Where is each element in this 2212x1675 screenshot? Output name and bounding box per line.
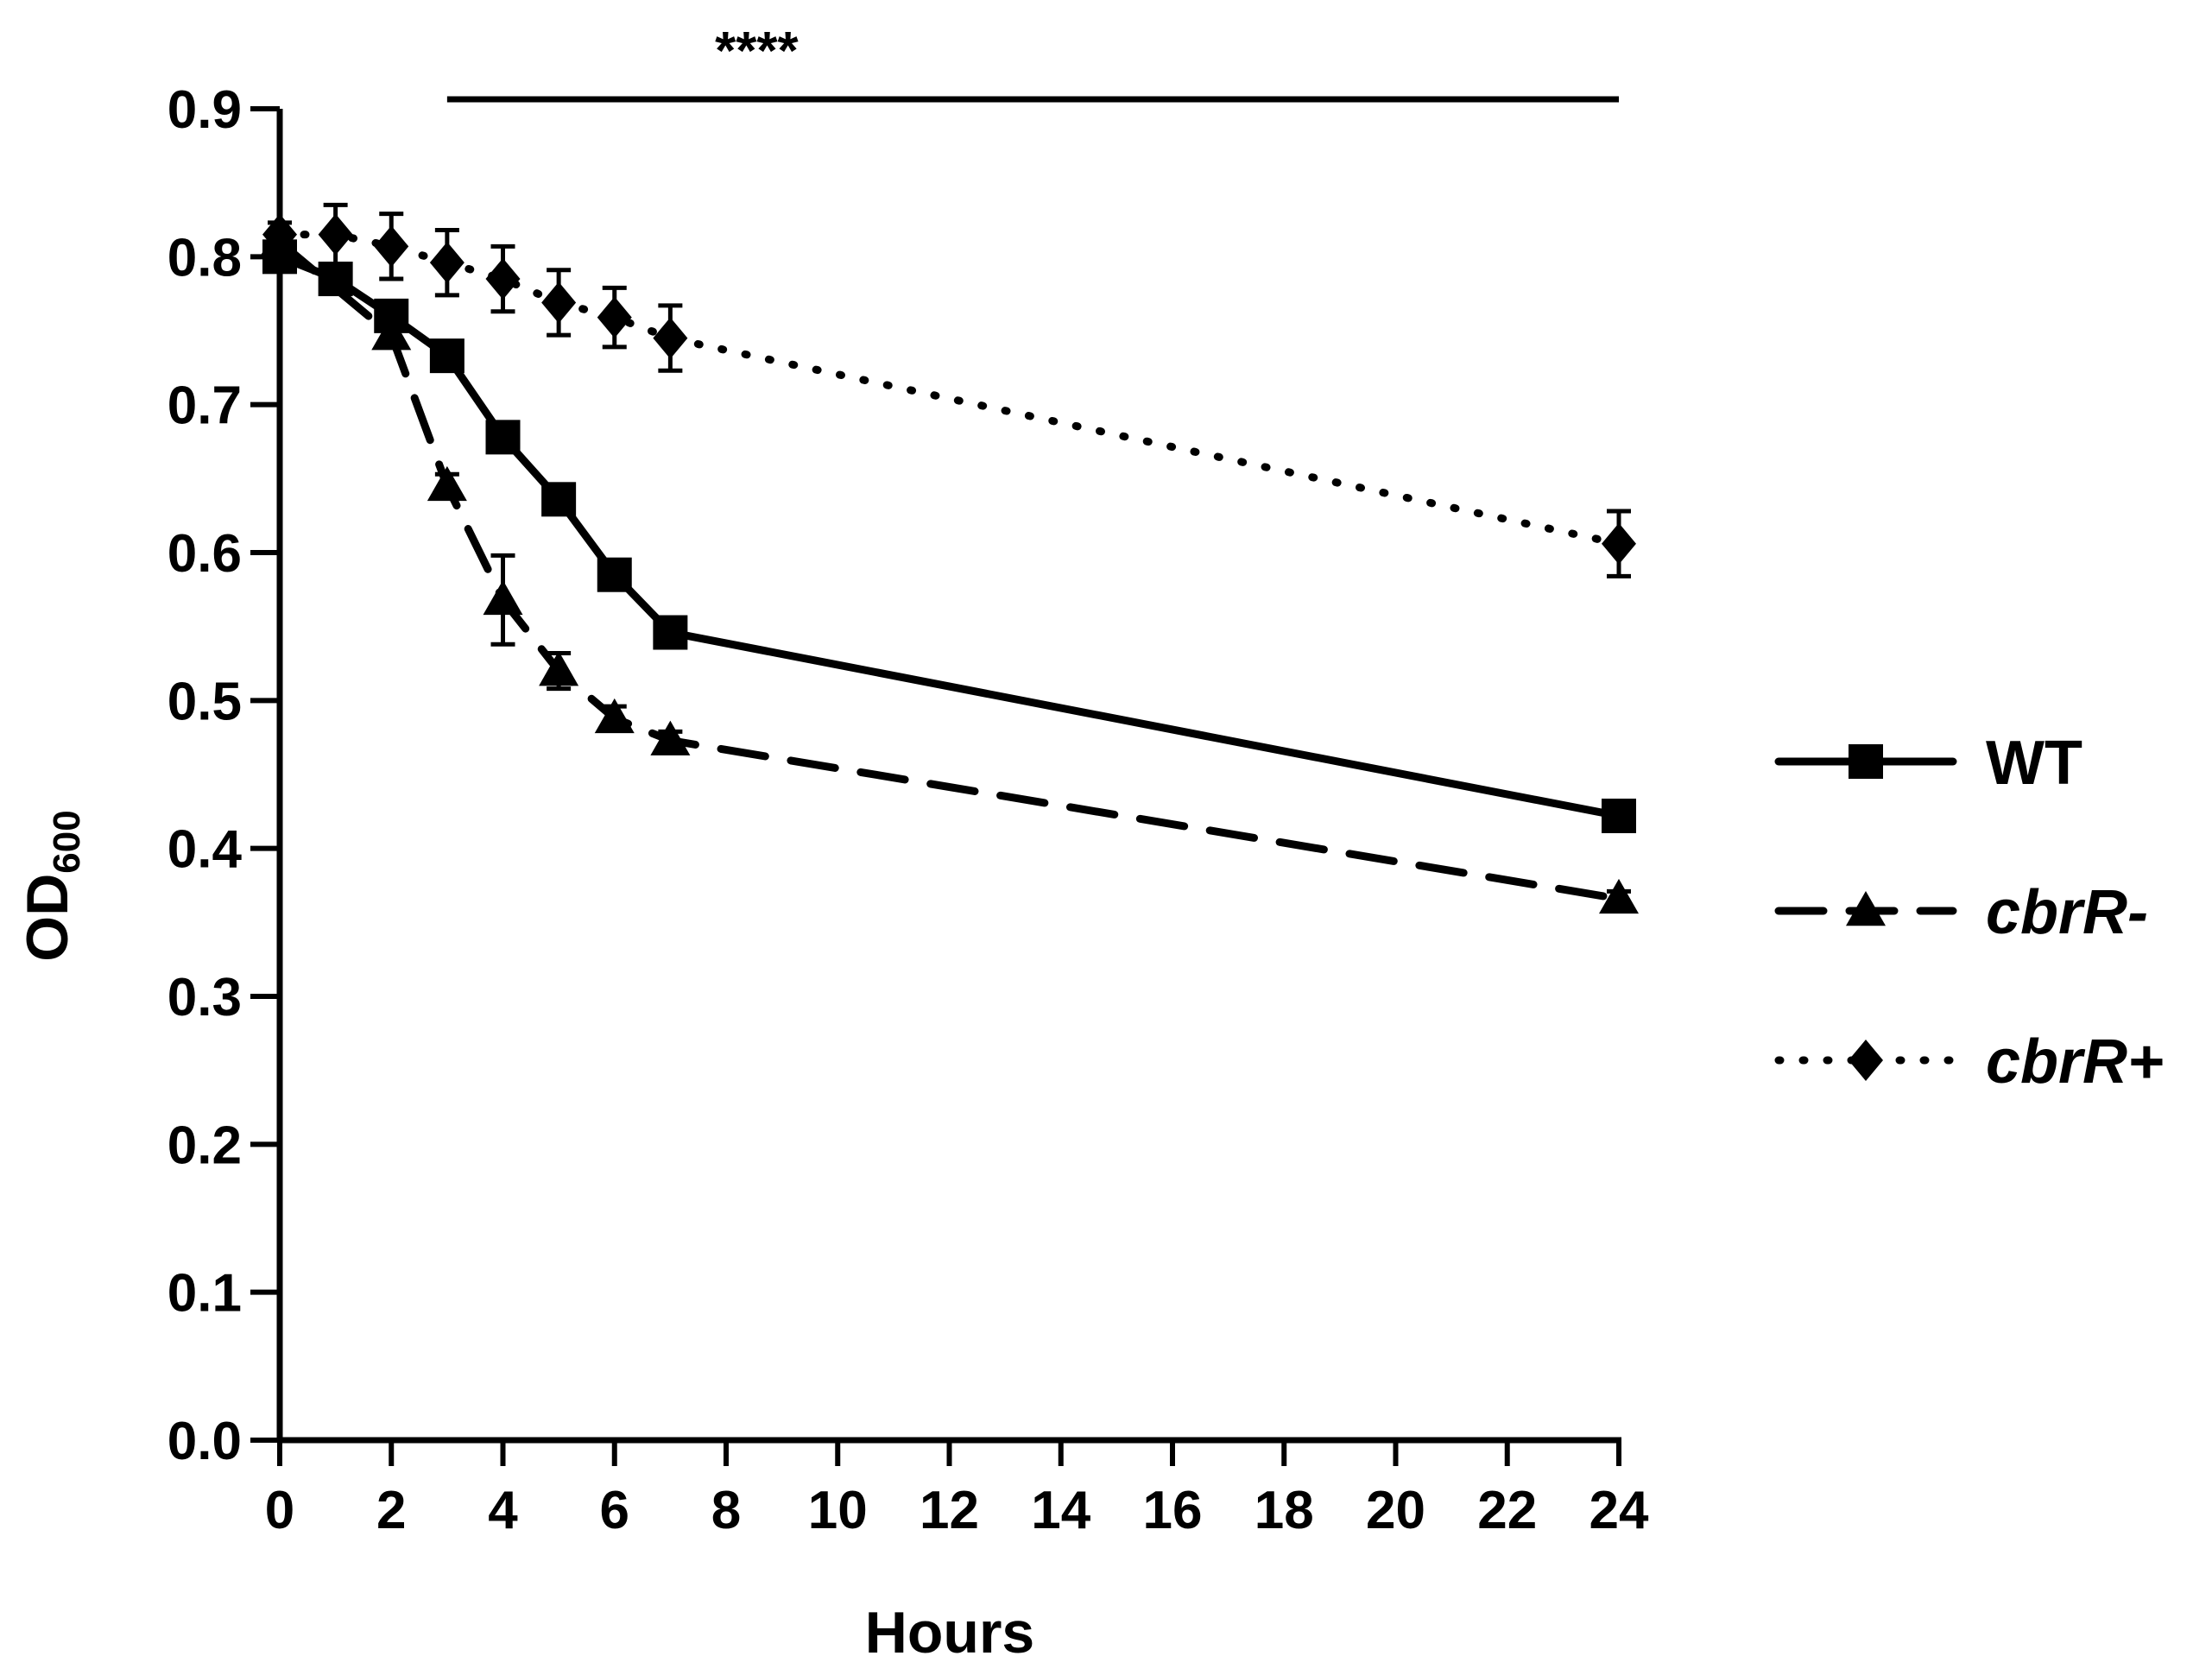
legend-marker xyxy=(1846,891,1886,926)
legend-marker xyxy=(1849,1040,1883,1081)
y-tick-label: 0.6 xyxy=(167,524,242,584)
x-tick-label: 24 xyxy=(1589,1481,1649,1540)
x-tick-label: 16 xyxy=(1143,1481,1203,1540)
data-point xyxy=(541,281,577,324)
legend: WT cbrR-cbrR+ xyxy=(1774,729,2164,1097)
data-point xyxy=(485,258,521,300)
x-axis-title: Hours xyxy=(865,1600,1034,1666)
x-tick-label: 10 xyxy=(808,1481,868,1540)
y-tick-label: 0.5 xyxy=(167,672,242,731)
series-line xyxy=(275,231,1623,548)
series-WT xyxy=(262,239,1636,833)
data-point xyxy=(262,213,297,256)
data-point xyxy=(653,615,688,650)
data-point xyxy=(485,420,521,455)
significance-annotation: **** xyxy=(446,22,1619,103)
series-cbrR- xyxy=(260,222,1639,914)
y-tick-label: 0.4 xyxy=(167,820,243,880)
y-tick-label: 0.3 xyxy=(167,968,242,1027)
y-tick-label: 0.0 xyxy=(167,1412,242,1471)
data-point xyxy=(594,698,635,734)
y-tick-label: 0.7 xyxy=(167,376,242,436)
x-tick-label: 8 xyxy=(711,1481,741,1540)
y-axis-title-main: OD xyxy=(15,874,80,962)
plot-area xyxy=(260,202,1639,914)
series-line xyxy=(275,237,1623,903)
axes: 0.00.10.20.30.40.50.60.70.80.90 2 4 6 8 10 12 1… xyxy=(167,80,1649,1540)
x-tick-label: 20 xyxy=(1366,1481,1425,1540)
x-tick-label: 22 xyxy=(1477,1481,1537,1540)
data-point xyxy=(653,317,688,359)
data-point xyxy=(1602,798,1636,833)
y-axis-title: OD600 xyxy=(15,810,88,961)
x-tick-label: 4 xyxy=(488,1481,518,1540)
data-point xyxy=(597,557,632,592)
data-point xyxy=(1599,878,1639,914)
x-tick-label: 14 xyxy=(1031,1481,1090,1540)
data-point xyxy=(374,225,409,268)
legend-label: cbrR+ xyxy=(1986,1027,2164,1097)
data-point xyxy=(597,296,632,338)
x-tick-label: 18 xyxy=(1255,1481,1314,1540)
data-point xyxy=(429,338,465,374)
data-point xyxy=(318,213,353,256)
x-tick-label: 12 xyxy=(920,1481,979,1540)
data-point xyxy=(429,242,465,284)
series-line xyxy=(275,252,1623,820)
x-tick-label: 6 xyxy=(600,1481,629,1540)
data-point xyxy=(371,315,412,351)
significance-label: **** xyxy=(715,22,799,81)
data-point xyxy=(1602,522,1636,565)
legend-item: cbrR- xyxy=(1774,878,2148,947)
data-point xyxy=(483,579,523,616)
legend-label: cbrR- xyxy=(1986,878,2148,947)
x-tick-label: 2 xyxy=(376,1481,406,1540)
legend-label: WT xyxy=(1986,729,2082,798)
legend-marker xyxy=(1849,744,1883,779)
y-tick-label: 0.1 xyxy=(167,1264,242,1324)
x-tick-label: 0 xyxy=(265,1481,294,1540)
legend-item: cbrR+ xyxy=(1774,1027,2164,1097)
y-tick-label: 0.9 xyxy=(167,80,242,140)
data-point xyxy=(427,465,467,502)
legend-item: WT xyxy=(1774,729,2082,798)
data-point xyxy=(541,482,577,517)
y-tick-label: 0.2 xyxy=(167,1116,242,1175)
y-axis-title-subscript: 600 xyxy=(46,810,88,873)
data-point xyxy=(539,651,579,686)
series-cbrR+ xyxy=(262,202,1636,578)
y-tick-label: 0.8 xyxy=(167,228,242,288)
data-point xyxy=(650,720,691,755)
